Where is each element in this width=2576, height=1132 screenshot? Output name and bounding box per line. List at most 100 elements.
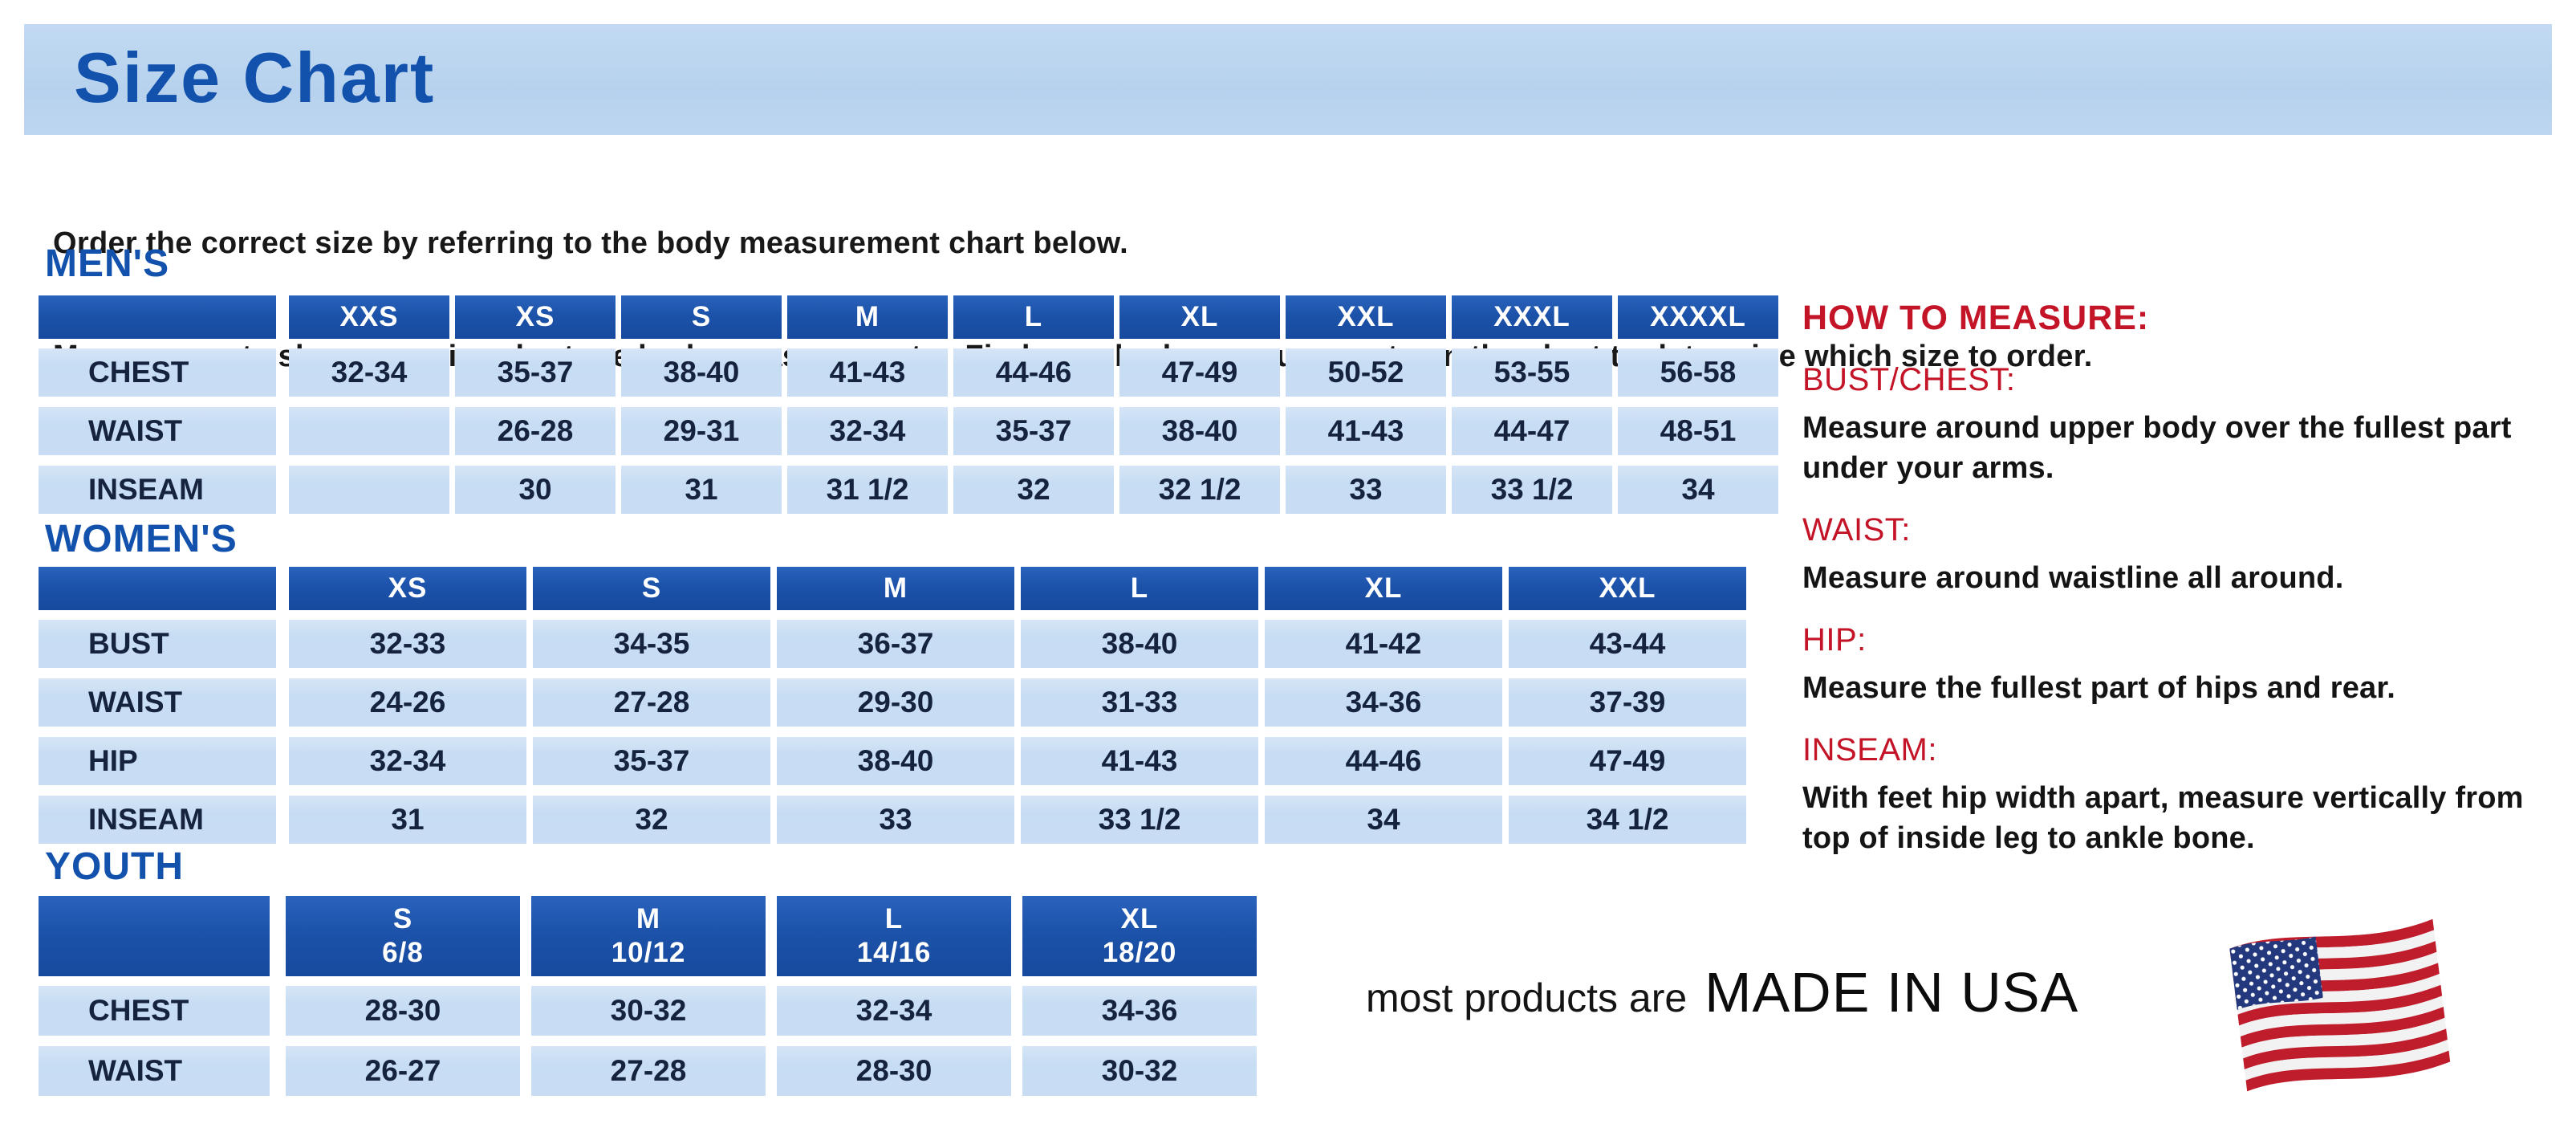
size-column-header: XXS	[289, 295, 449, 339]
measurement-cell: 47-49	[1509, 737, 1746, 785]
measurement-cell: 24-26	[289, 678, 526, 727]
row-label: INSEAM	[39, 466, 276, 514]
size-column-header: L 14/16	[777, 896, 1011, 976]
table-row: BUST 32-33 34-35 36-37 38-40 41-42 43-44	[39, 620, 1753, 668]
size-range: 6/8	[382, 937, 424, 968]
size-column-header: XXL	[1509, 567, 1746, 610]
size-range: 14/16	[856, 937, 932, 968]
how-to-measure-title: HOW TO MEASURE:	[1802, 299, 2150, 337]
measurement-cell: 34-36	[1265, 678, 1502, 727]
measurement-cell: 32	[533, 796, 770, 844]
measurement-cell: 31	[289, 796, 526, 844]
us-flag-icon	[2229, 918, 2451, 1092]
measurement-cell: 41-43	[787, 348, 948, 397]
size-column-header: XXL	[1286, 295, 1446, 339]
measurement-cell: 29-30	[777, 678, 1014, 727]
table-row: CHEST 32-34 35-37 38-40 41-43 44-46 47-4…	[39, 348, 1784, 397]
measurement-cell: 27-28	[531, 1046, 766, 1096]
measurement-cell: 30-32	[1022, 1046, 1257, 1096]
row-label: WAIST	[39, 1046, 270, 1096]
measurement-cell: 47-49	[1119, 348, 1280, 397]
measurement-cell: 36-37	[777, 620, 1014, 668]
row-label: WAIST	[39, 678, 276, 727]
measurement-cell: 44-47	[1452, 407, 1612, 455]
measurement-cell: 38-40	[621, 348, 782, 397]
measurement-cell: 41-43	[1286, 407, 1446, 455]
measurement-cell: 33	[777, 796, 1014, 844]
measurement-cell: 27-28	[533, 678, 770, 727]
page-title: Size Chart	[74, 37, 436, 117]
size-column-header: M 10/12	[531, 896, 766, 976]
measurement-cell: 29-31	[621, 407, 782, 455]
youth-size-table: S 6/8 M 10/12 L 14/16 XL 18/20 CHEST 28-…	[39, 896, 1268, 1106]
measure-heading-hip: HIP:	[1802, 622, 1867, 658]
measurement-cell: 35-37	[953, 407, 1114, 455]
measurement-cell: 32 1/2	[1119, 466, 1280, 514]
youth-section-heading: YOUTH	[45, 845, 184, 888]
measurement-cell: 32-34	[289, 348, 449, 397]
measure-text-inseam: With feet hip width apart, measure verti…	[1802, 781, 2524, 855]
table-row: WAIST 24-26 27-28 29-30 31-33 34-36 37-3…	[39, 678, 1753, 727]
measurement-cell: 32-33	[289, 620, 526, 668]
measure-heading-inseam: INSEAM:	[1802, 732, 1937, 768]
measurement-cell: 33 1/2	[1452, 466, 1612, 514]
measurement-cell: 34-35	[533, 620, 770, 668]
measurement-cell	[289, 466, 449, 514]
size-column-header: S	[533, 567, 770, 610]
row-label: BUST	[39, 620, 276, 668]
made-in-usa-prefix: most products are	[1366, 975, 1688, 1020]
size-column-header: M	[777, 567, 1014, 610]
measure-text-bust-chest: Measure around upper body over the fulle…	[1802, 411, 2512, 485]
measurement-cell: 41-42	[1265, 620, 1502, 668]
measurement-cell: 28-30	[777, 1046, 1011, 1096]
measurement-cell: 37-39	[1509, 678, 1746, 727]
measurement-cell: 56-58	[1618, 348, 1778, 397]
row-label: WAIST	[39, 407, 276, 455]
measurement-cell: 28-30	[286, 986, 520, 1036]
title-band: Size Chart	[24, 24, 2552, 135]
size-column-header: XS	[289, 567, 526, 610]
size-column-header: L	[953, 295, 1114, 339]
table-row: WAIST 26-27 27-28 28-30 30-32	[39, 1046, 1268, 1096]
table-corner-cell	[39, 295, 276, 339]
measurement-cell: 34	[1618, 466, 1778, 514]
table-row: CHEST 28-30 30-32 32-34 34-36	[39, 986, 1268, 1036]
table-header-row: XXS XS S M L XL XXL XXXL XXXXL	[39, 295, 1784, 339]
table-corner-cell	[39, 896, 270, 976]
size-column-header: XXXXL	[1618, 295, 1778, 339]
table-corner-cell	[39, 567, 276, 610]
how-to-measure-section: HOW TO MEASURE: BUST/CHEST: Measure arou…	[1802, 299, 2565, 858]
measurement-cell: 33 1/2	[1021, 796, 1258, 844]
measurement-cell: 38-40	[1021, 620, 1258, 668]
row-label: CHEST	[39, 348, 276, 397]
measure-heading-waist: WAIST:	[1802, 512, 1911, 548]
womens-section-heading: WOMEN'S	[45, 518, 238, 560]
measurement-cell: 32	[953, 466, 1114, 514]
size-label: L	[884, 903, 904, 935]
womens-size-table: XS S M L XL XXL BUST 32-33 34-35 36-37 3…	[39, 567, 1753, 854]
measurement-cell: 30	[455, 466, 616, 514]
measurement-cell: 53-55	[1452, 348, 1612, 397]
measurement-cell: 34	[1265, 796, 1502, 844]
size-range: 10/12	[611, 937, 686, 968]
measurement-cell: 50-52	[1286, 348, 1446, 397]
size-column-header: XXXL	[1452, 295, 1612, 339]
table-row: HIP 32-34 35-37 38-40 41-43 44-46 47-49	[39, 737, 1753, 785]
measure-text-hip: Measure the fullest part of hips and rea…	[1802, 671, 2396, 705]
measurement-cell: 34 1/2	[1509, 796, 1746, 844]
made-in-usa-line: most products are MADE IN USA	[1366, 960, 2078, 1024]
size-column-header: XL	[1119, 295, 1280, 339]
size-label: S	[392, 903, 413, 935]
mens-size-table: XXS XS S M L XL XXL XXXL XXXXL CHEST 32-…	[39, 295, 1784, 524]
measurement-cell: 33	[1286, 466, 1446, 514]
measurement-cell: 31-33	[1021, 678, 1258, 727]
measurement-cell: 34-36	[1022, 986, 1257, 1036]
measurement-cell: 31	[621, 466, 782, 514]
row-label: CHEST	[39, 986, 270, 1036]
size-column-header: M	[787, 295, 948, 339]
size-column-header: XL	[1265, 567, 1502, 610]
table-row: INSEAM 31 32 33 33 1/2 34 34 1/2	[39, 796, 1753, 844]
measurement-cell: 41-43	[1021, 737, 1258, 785]
measurement-cell: 32-34	[289, 737, 526, 785]
